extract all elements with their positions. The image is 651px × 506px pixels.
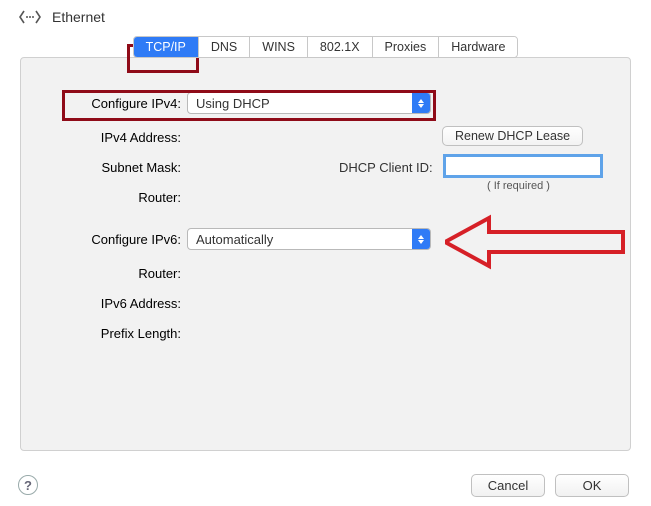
tab-tcpip[interactable]: TCP/IP (134, 37, 199, 57)
router6-label: Router: (21, 266, 181, 281)
ethernet-icon (18, 8, 42, 26)
configure-ipv4-value: Using DHCP (188, 93, 412, 113)
help-button[interactable]: ? (18, 475, 38, 495)
ipv6-address-label: IPv6 Address: (21, 296, 181, 311)
cancel-button[interactable]: Cancel (471, 474, 545, 497)
settings-panel: Configure IPv4: Using DHCP IPv4 Address:… (20, 57, 631, 451)
select-arrows-icon (412, 93, 430, 113)
ipv4-address-label: IPv4 Address: (21, 130, 181, 145)
configure-ipv6-value: Automatically (188, 229, 412, 249)
page-title: Ethernet (52, 9, 105, 25)
tab-8021x[interactable]: 802.1X (308, 37, 373, 57)
router-label: Router: (21, 190, 181, 205)
tab-wins[interactable]: WINS (250, 37, 308, 57)
configure-ipv4-select[interactable]: Using DHCP (187, 92, 431, 114)
tabs-bar: TCP/IP DNS WINS 802.1X Proxies Hardware (133, 36, 519, 58)
tab-hardware[interactable]: Hardware (439, 37, 517, 57)
dhcp-client-id-input[interactable] (443, 154, 603, 178)
configure-ipv6-label: Configure IPv6: (21, 232, 181, 247)
configure-ipv4-label: Configure IPv4: (21, 96, 181, 111)
subnet-mask-label: Subnet Mask: (21, 160, 181, 175)
select-arrows-icon (412, 229, 430, 249)
configure-ipv6-select[interactable]: Automatically (187, 228, 431, 250)
dhcp-client-id-hint: ( If required ) (487, 180, 550, 192)
renew-dhcp-button[interactable]: Renew DHCP Lease (442, 126, 583, 146)
prefix-length-label: Prefix Length: (21, 326, 181, 341)
dhcp-client-id-label: DHCP Client ID: (339, 160, 433, 175)
tab-proxies[interactable]: Proxies (373, 37, 440, 57)
tab-dns[interactable]: DNS (199, 37, 250, 57)
ok-button[interactable]: OK (555, 474, 629, 497)
